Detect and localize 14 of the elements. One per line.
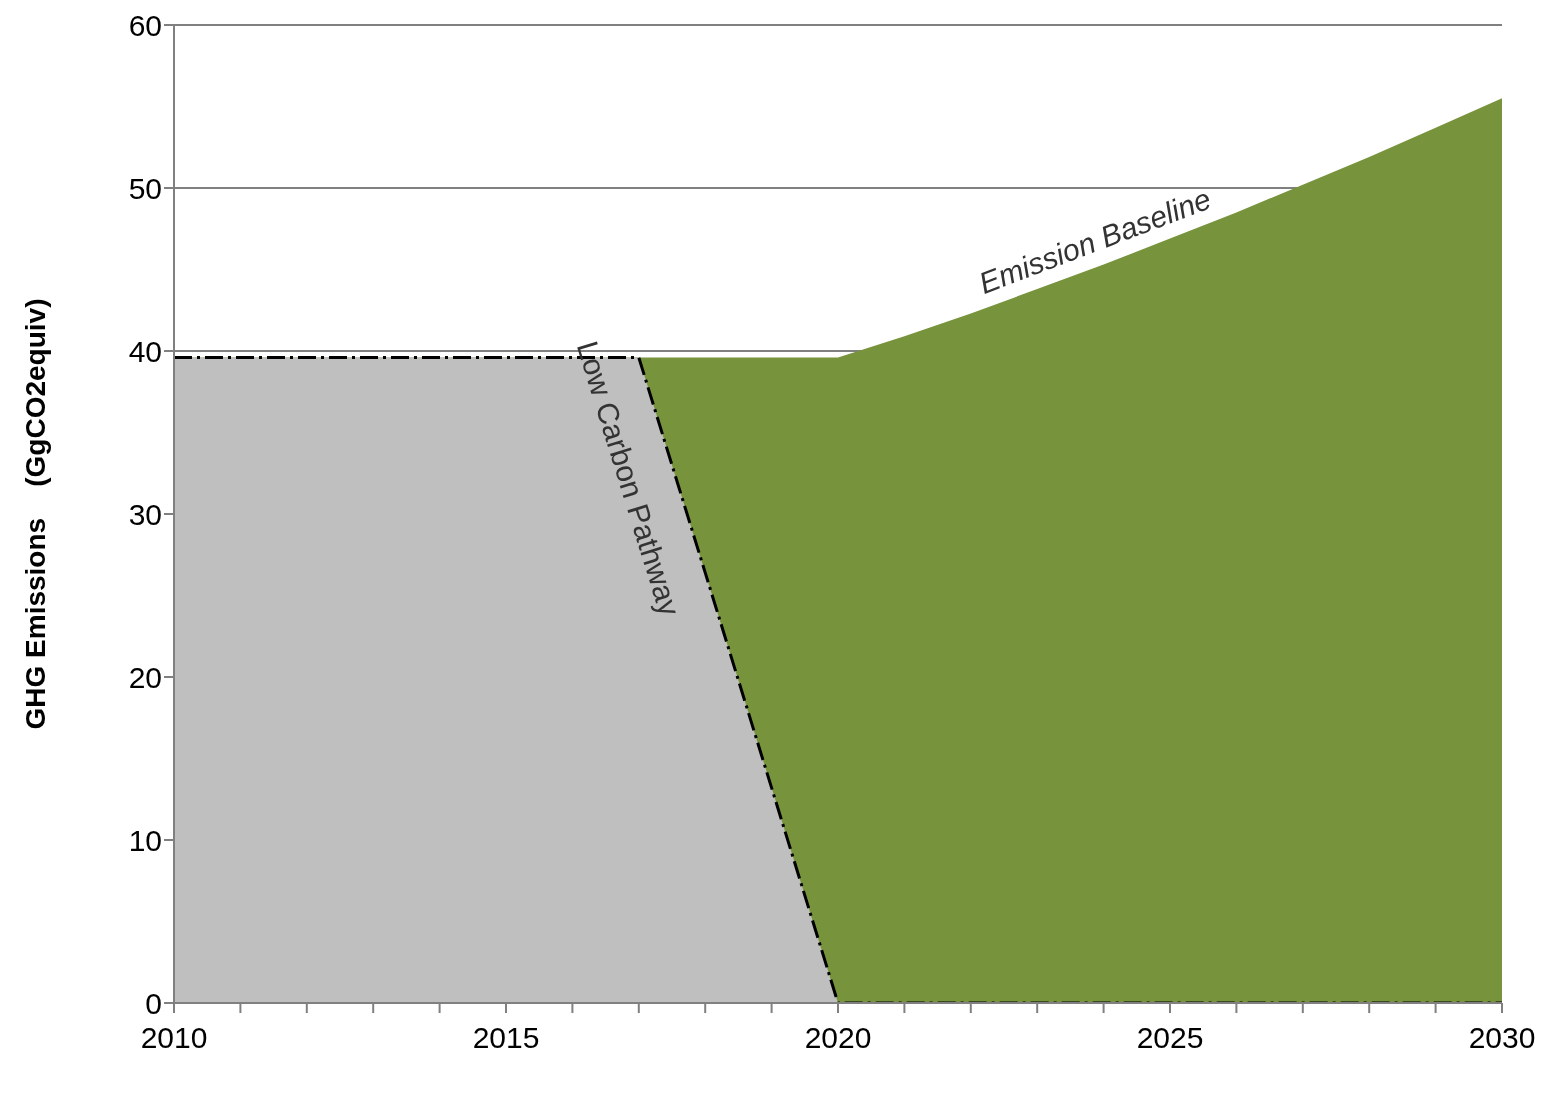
y-tick-label: 60 — [128, 8, 162, 42]
y-tick-label: 10 — [128, 823, 162, 857]
y-tick-label: 0 — [145, 986, 162, 1020]
x-tick-label: 2015 — [472, 1021, 540, 1055]
series-label: Low Carbon Pathway — [570, 337, 687, 620]
y-tick-label: 40 — [128, 334, 162, 368]
y-tick-label: 30 — [128, 497, 162, 531]
y-tick-label: 20 — [128, 660, 162, 694]
x-tick-label: 2030 — [1468, 1021, 1536, 1055]
x-tick-label: 2025 — [1136, 1021, 1204, 1055]
y-axis-title: GHG Emissions (GgCO2equiv) — [20, 298, 52, 730]
y-tick-label: 50 — [128, 171, 162, 205]
x-tick-label: 2010 — [140, 1021, 208, 1055]
x-tick-label: 2020 — [804, 1021, 872, 1055]
